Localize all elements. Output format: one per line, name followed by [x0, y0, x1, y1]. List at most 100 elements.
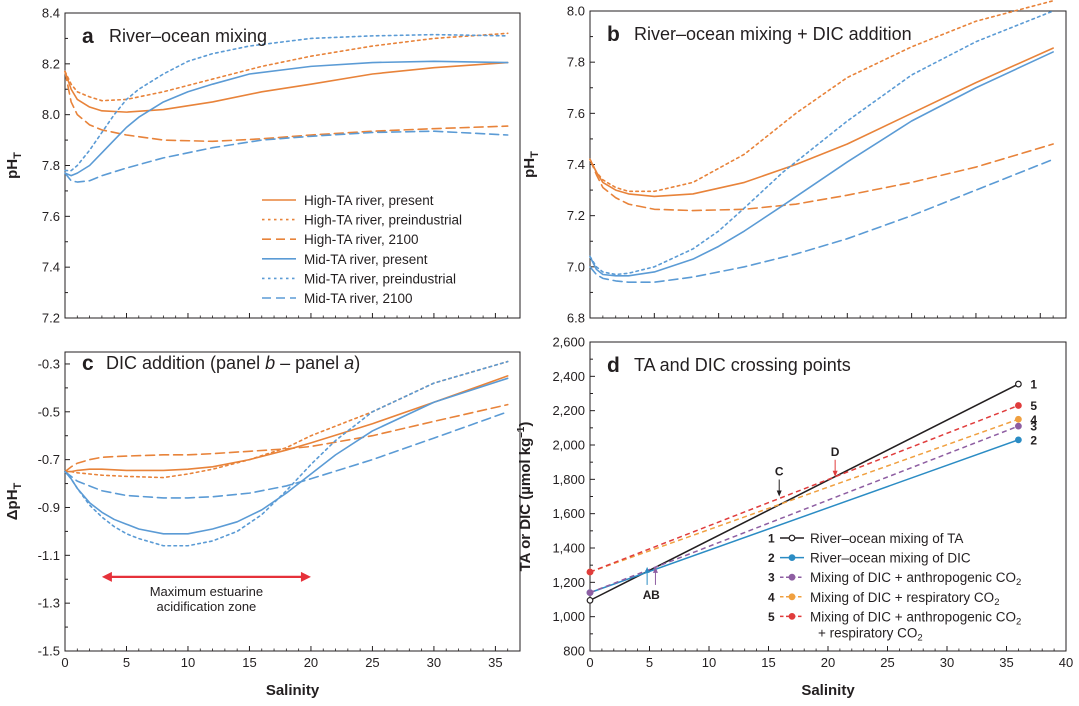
legend-number: 1	[768, 532, 775, 546]
x-axis-label: Salinity	[266, 682, 320, 699]
panel-letter-b: b	[607, 23, 620, 46]
series-line-a-2	[64, 32, 509, 102]
series-line-d-4	[589, 418, 1019, 573]
y-tick-label: 7.4	[567, 157, 585, 172]
series-end-label: 3	[1030, 420, 1037, 434]
panel-letter-d: d	[607, 354, 620, 377]
panel-a: 7.2 7.4 7.6 7.8 8.0 8.2 8.4 pHT a River–ocean mix…	[4, 6, 521, 326]
y-tick-label: -0.5	[38, 404, 60, 419]
panel-title-b: River–ocean mixing + DIC addition	[634, 24, 912, 44]
series-line-c-5	[64, 360, 509, 547]
legend-label: Mixing of DIC + anthropogenic CO2	[810, 570, 1021, 588]
y-tick-label: 1,000	[552, 609, 585, 624]
series-line-b-1	[589, 47, 1054, 198]
x-tick-label: 15	[761, 655, 775, 670]
arrow-head	[776, 490, 782, 497]
series-line-c-2	[64, 360, 509, 479]
legend-number: 4	[768, 590, 775, 604]
panel-letter-c: c	[82, 352, 94, 375]
y-tick-label: -0.3	[38, 356, 60, 371]
x-tick-label: 25	[365, 655, 379, 670]
y-tick-label: 6.8	[567, 311, 585, 326]
y-tick-label: 8.2	[42, 56, 60, 71]
y-tick-label: 7.0	[567, 259, 585, 274]
y-axis-label: pHT	[4, 152, 24, 179]
endpoint-marker	[1015, 436, 1022, 444]
y-tick-label: 2,200	[552, 403, 585, 418]
x-tick-label: 0	[586, 655, 593, 670]
x-tick-label: 5	[123, 655, 130, 670]
y-tick-label: -1.3	[38, 596, 60, 611]
panel-title-a: River–ocean mixing	[109, 26, 267, 46]
crossing-point-D: D	[831, 445, 840, 477]
series-line-a-1	[64, 61, 509, 113]
panel-letter-a: a	[82, 25, 94, 48]
legend-label: River–ocean mixing of TA	[810, 531, 963, 546]
zone-label: Maximum estuarine	[150, 584, 263, 599]
x-tick-label: 40	[1059, 655, 1073, 670]
legend-d: 1 River–ocean mixing of TA 2 River–ocean mi…	[768, 531, 1021, 643]
series-line-c-1	[64, 375, 509, 473]
zone-arrow-head-left	[101, 571, 112, 582]
legend-label: High-TA river, 2100	[304, 232, 419, 247]
panel-c: -1.5 -1.3 -1.1 -0.9 -0.7 -0.5 -0.3 0 5 10 15 20 25 30…	[4, 351, 521, 699]
y-tick-label: 8.0	[42, 107, 60, 122]
zone-label: acidification zone	[157, 599, 257, 614]
y-tick-label: 1,600	[552, 506, 585, 521]
y-tick-label: -1.1	[38, 548, 60, 563]
series-line-c-3	[64, 403, 509, 473]
x-tick-label: 35	[999, 655, 1013, 670]
series-line-d-2	[589, 439, 1019, 594]
y-tick-label: 7.6	[567, 106, 585, 121]
legend-marker	[788, 613, 796, 620]
legend-label: Mid-TA river, present	[304, 252, 428, 267]
y-tick-label: -0.7	[38, 452, 60, 467]
endpoint-marker	[1015, 380, 1022, 388]
series-end-label: 2	[1030, 433, 1037, 447]
arrow-head	[832, 470, 838, 477]
y-tick-label: 1,800	[552, 472, 585, 487]
legend-number: 3	[768, 571, 775, 585]
y-tick-label: 7.2	[567, 208, 585, 223]
series-line-b-6	[589, 158, 1054, 283]
series-end-label: 5	[1030, 399, 1037, 413]
endpoint-marker	[586, 568, 594, 576]
panel-title-c: DIC addition (panel b – panel a)	[106, 353, 360, 373]
series-line-a-4	[64, 60, 509, 177]
legend-marker	[788, 573, 796, 581]
series-line-a-5	[64, 33, 509, 172]
endpoint-marker	[1015, 402, 1022, 409]
y-axis-label: pHT	[521, 151, 541, 178]
y-tick-label: 7.8	[567, 55, 585, 70]
panel-title-d: TA and DIC crossing points	[634, 355, 851, 375]
y-axis-label: ΔpHT	[4, 482, 24, 520]
x-tick-label: 30	[427, 655, 441, 670]
endpoint-marker	[1015, 422, 1022, 430]
legend-number: 5	[768, 610, 775, 624]
series-line-c-6	[64, 410, 509, 499]
series-line-b-5	[589, 10, 1054, 276]
plot-frame-b	[589, 10, 1067, 319]
arrow-head	[644, 566, 650, 573]
crossing-point-B: B	[651, 566, 660, 602]
series-line-c-4	[64, 377, 509, 535]
y-axis-label: TA or DIC (µmol kg–1)	[516, 422, 534, 572]
arrow-head	[652, 566, 658, 573]
endpoint-marker	[1015, 415, 1022, 423]
y-tick-label: 1,200	[552, 575, 585, 590]
legend-number: 2	[768, 551, 775, 565]
legend-label: Mixing of DIC + anthropogenic CO2	[810, 609, 1021, 627]
y-tick-label: -0.9	[38, 500, 60, 515]
y-tick-label: 1,400	[552, 541, 585, 556]
plot-frame-c	[64, 351, 521, 652]
y-tick-label: 8.0	[567, 4, 585, 19]
series-line-a-6	[64, 130, 509, 183]
x-tick-label: 10	[181, 655, 195, 670]
crossing-point-A: A	[643, 566, 652, 602]
legend-label: Mid-TA river, preindustrial	[304, 271, 456, 286]
x-tick-label: 0	[61, 655, 68, 670]
x-tick-label: 35	[488, 655, 502, 670]
legend-marker	[788, 534, 796, 542]
legend-marker	[788, 554, 796, 561]
